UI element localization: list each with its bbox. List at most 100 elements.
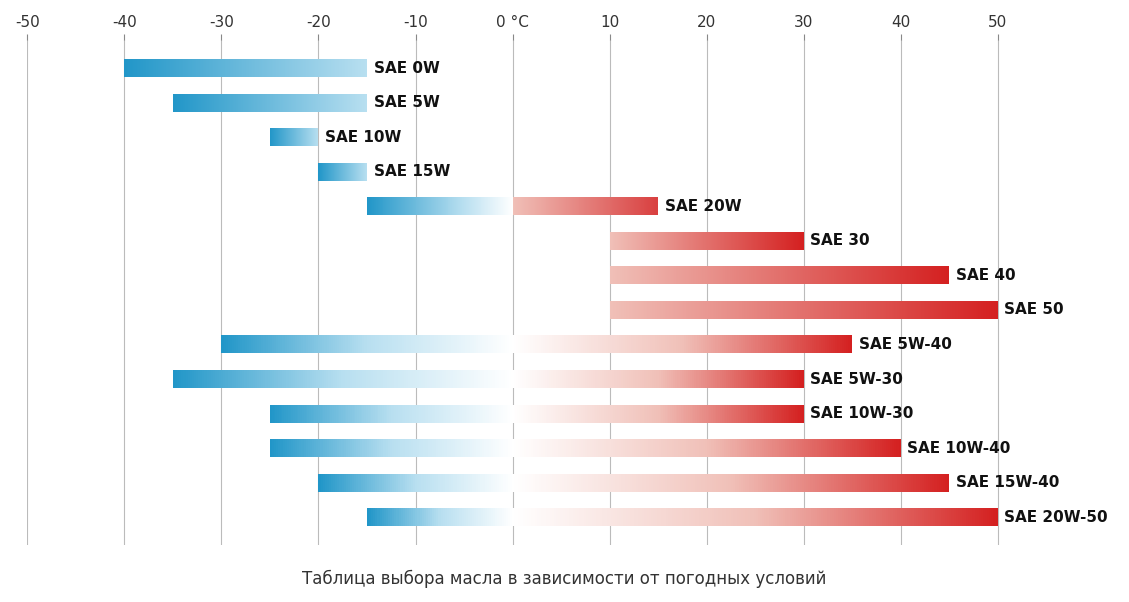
Bar [843, 301, 844, 319]
Bar [824, 301, 825, 319]
Bar [440, 405, 443, 423]
Bar [679, 266, 680, 284]
Bar [684, 266, 685, 284]
Bar [536, 405, 539, 423]
Bar [630, 301, 631, 319]
Bar [543, 508, 545, 526]
Bar [263, 370, 265, 388]
Bar [394, 370, 396, 388]
Bar [627, 301, 628, 319]
Bar [694, 370, 697, 388]
Bar [572, 370, 575, 388]
Bar [857, 266, 858, 284]
Bar [813, 474, 815, 492]
Bar [806, 335, 808, 353]
Bar [341, 335, 343, 353]
Bar [693, 405, 695, 423]
Bar [795, 370, 797, 388]
Bar [467, 335, 470, 353]
Bar [674, 301, 675, 319]
Bar [829, 335, 831, 353]
Bar [285, 439, 287, 457]
Bar [658, 405, 659, 423]
Bar [672, 405, 674, 423]
Bar [788, 405, 789, 423]
Bar [802, 405, 804, 423]
Bar [784, 266, 785, 284]
Bar [592, 508, 594, 526]
Bar [537, 508, 540, 526]
Bar [894, 474, 896, 492]
Bar [611, 508, 613, 526]
Bar [730, 439, 733, 457]
Bar [335, 370, 336, 388]
Bar [777, 405, 779, 423]
Bar [374, 508, 376, 526]
Bar [458, 370, 461, 388]
Bar [682, 439, 684, 457]
Bar [429, 335, 431, 353]
Bar [625, 474, 628, 492]
Bar [945, 266, 946, 284]
Bar [365, 439, 367, 457]
Bar [648, 266, 649, 284]
Bar [645, 474, 647, 492]
Bar [780, 301, 781, 319]
Bar [545, 370, 548, 388]
Bar [726, 370, 728, 388]
Bar [925, 508, 926, 526]
Bar [384, 508, 386, 526]
Bar [859, 301, 860, 319]
Text: SAE 30: SAE 30 [811, 234, 870, 248]
Bar [614, 335, 616, 353]
Bar [444, 370, 446, 388]
Bar [851, 266, 854, 284]
Bar [417, 370, 419, 388]
Bar [954, 301, 955, 319]
Bar [572, 405, 575, 423]
Bar [524, 335, 526, 353]
Bar [728, 370, 730, 388]
Bar [689, 474, 691, 492]
Bar [236, 370, 238, 388]
Bar [669, 439, 672, 457]
Bar [562, 439, 564, 457]
Bar [879, 508, 882, 526]
Bar [658, 335, 660, 353]
Bar [679, 301, 680, 319]
Bar [504, 405, 505, 423]
Bar [695, 266, 697, 284]
Bar [735, 508, 737, 526]
Bar [690, 266, 691, 284]
Bar [902, 266, 903, 284]
Bar [747, 508, 750, 526]
Bar [959, 301, 960, 319]
Bar [470, 508, 472, 526]
Bar [518, 508, 520, 526]
Bar [711, 405, 712, 423]
Bar [445, 508, 447, 526]
Bar [847, 301, 848, 319]
Bar [667, 508, 669, 526]
Bar [892, 301, 893, 319]
Bar [917, 266, 918, 284]
Bar [550, 335, 552, 353]
Bar [549, 370, 551, 388]
Bar [920, 508, 922, 526]
Bar [898, 266, 899, 284]
Bar [742, 301, 743, 319]
Bar [908, 266, 909, 284]
Bar [691, 301, 692, 319]
Bar [406, 439, 409, 457]
Bar [657, 508, 659, 526]
Bar [746, 266, 747, 284]
Bar [592, 439, 594, 457]
Bar [825, 508, 828, 526]
Bar [282, 335, 285, 353]
Bar [366, 370, 368, 388]
Bar [763, 301, 764, 319]
Bar [379, 474, 382, 492]
Bar [821, 439, 823, 457]
Bar [575, 439, 577, 457]
Bar [647, 508, 649, 526]
